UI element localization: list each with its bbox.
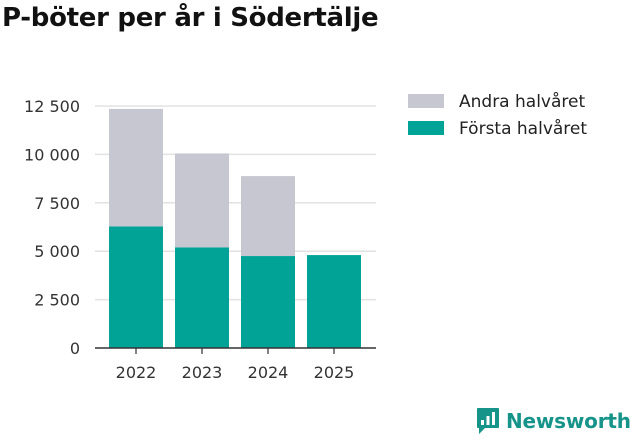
legend-swatch (408, 94, 444, 108)
bar-2024-andra (241, 176, 295, 257)
bar-2022-andra (109, 108, 163, 227)
legend-label: Andra halvåret (459, 91, 585, 112)
newsworthy-logo-icon (477, 408, 499, 434)
chart-title: P-böter per år i Södertälje (2, 3, 379, 33)
bar-2023-forsta (175, 247, 229, 348)
bar-2022-forsta (109, 226, 163, 348)
newsworthy-brand: Newsworthy (476, 407, 631, 435)
x-tick-label: 2024 (248, 363, 289, 382)
y-tick-label: 7 500 (34, 194, 80, 213)
y-tick-label: 5 000 (34, 242, 80, 261)
y-tick-label: 10 000 (24, 145, 80, 164)
bar-2023-andra (175, 153, 229, 248)
bar-2024-forsta (241, 256, 295, 348)
y-tick-label: 12 500 (24, 97, 80, 116)
brand-name: Newsworthy (506, 409, 631, 433)
bar-2025-forsta (307, 255, 361, 348)
x-tick-label: 2023 (182, 363, 223, 382)
x-tick-label: 2022 (116, 363, 157, 382)
legend-swatch (408, 121, 444, 135)
y-tick-label: 2 500 (34, 291, 80, 310)
x-tick-label: 2025 (314, 363, 355, 382)
legend-label: Första halvåret (459, 118, 587, 139)
y-tick-label: 0 (70, 339, 80, 358)
